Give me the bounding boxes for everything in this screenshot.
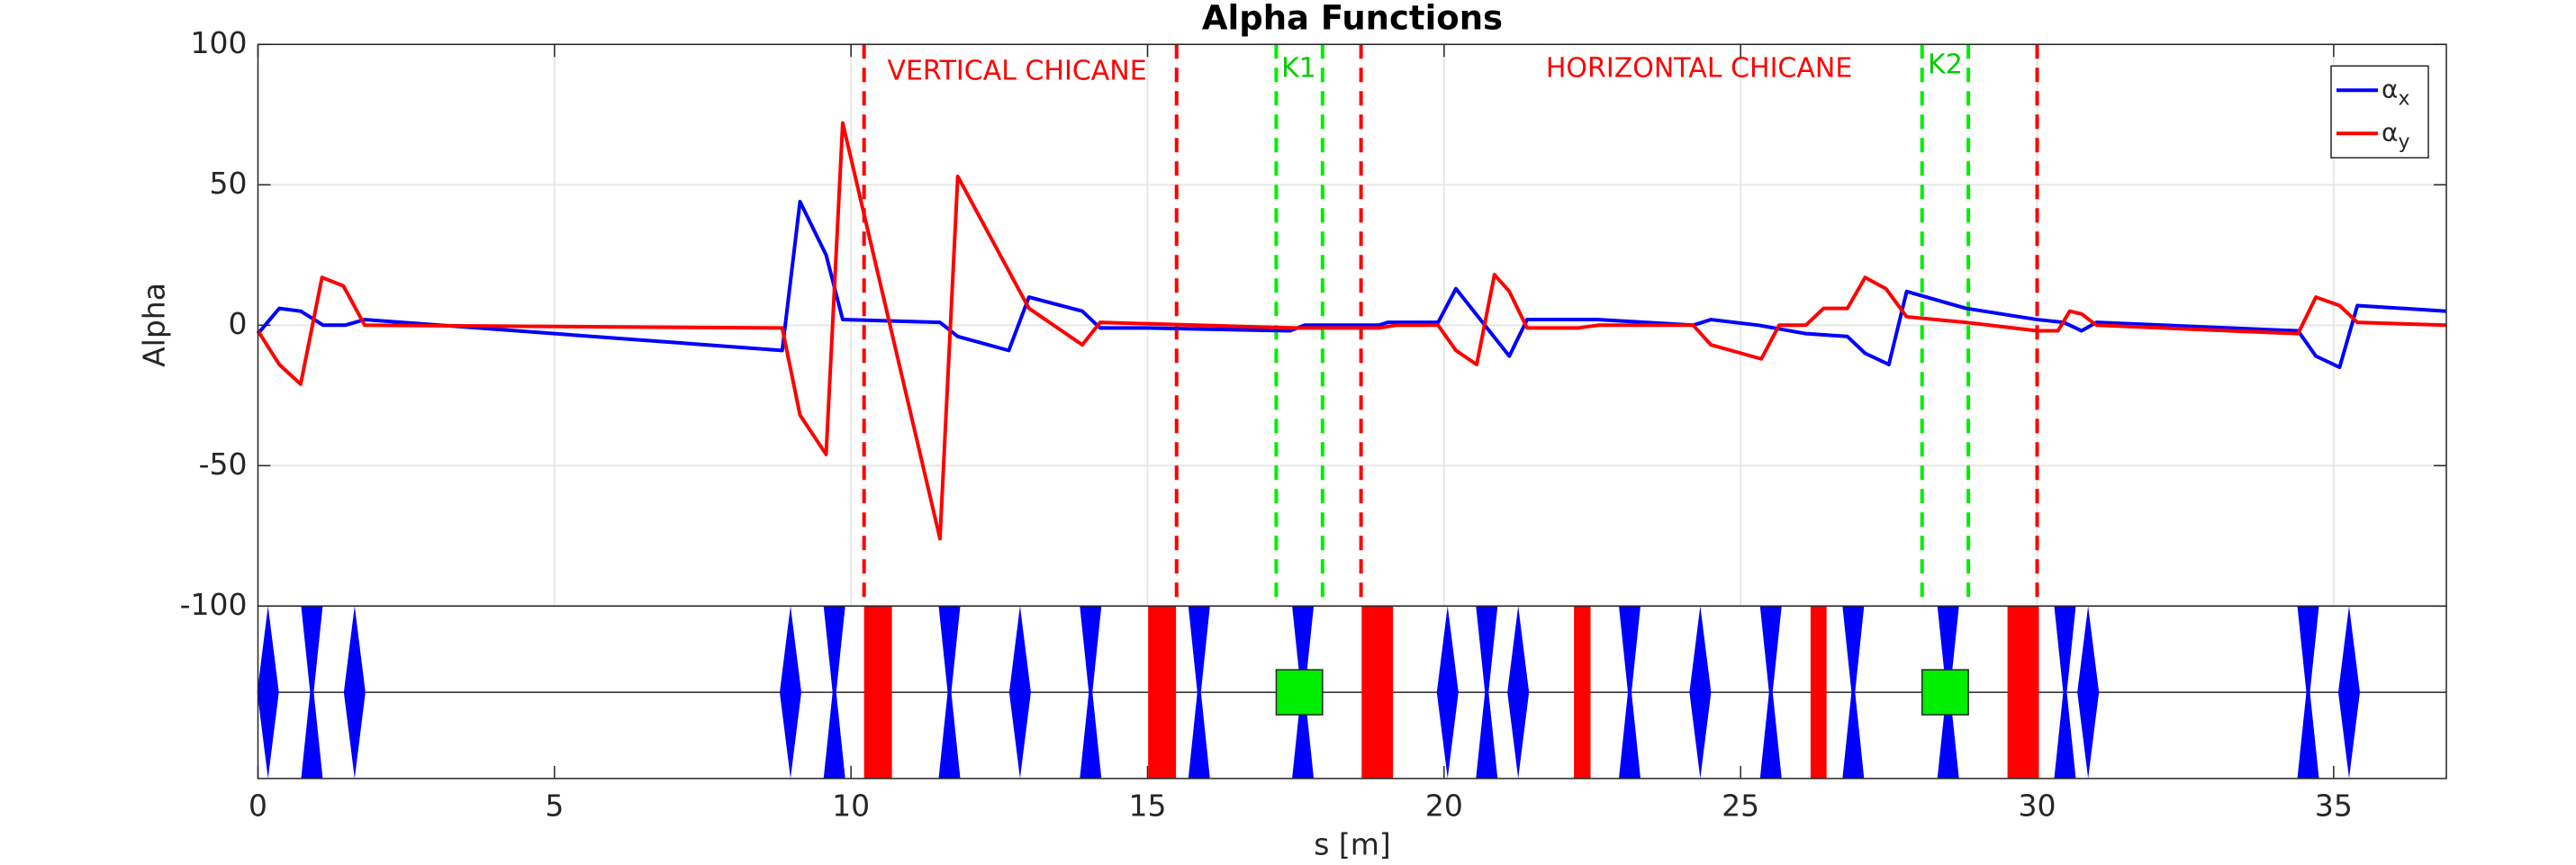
quadrupole: [1008, 606, 1031, 779]
dipole: [1148, 606, 1177, 779]
quadrupole: [301, 606, 323, 779]
quadrupole: [938, 606, 961, 779]
dipole: [1574, 606, 1591, 779]
y-tick-label: 50: [210, 166, 248, 201]
quadrupole: [343, 606, 366, 779]
kicker: [1921, 669, 1969, 716]
quadrupole: [1080, 606, 1102, 779]
quadrupole: [779, 606, 801, 779]
legend-label: αy: [2382, 117, 2410, 153]
dipole: [2007, 606, 2039, 779]
quadrupole: [1188, 606, 1210, 779]
legend-label: αx: [2382, 74, 2410, 110]
x-tick-label: 10: [832, 788, 870, 823]
y-tick-label: -100: [180, 587, 248, 622]
quadrupole: [1476, 606, 1498, 779]
quadrupole: [1842, 606, 1865, 779]
x-tick-label: 5: [545, 788, 564, 823]
y-tick-label: 100: [191, 25, 248, 60]
y-tick-label: 0: [229, 306, 248, 341]
quadrupole: [1759, 606, 1782, 779]
y-axis-label: Alpha: [137, 283, 172, 367]
chart-title: Alpha Functions: [1202, 0, 1503, 38]
annotation: HORIZONTAL CHICANE: [1546, 53, 1852, 85]
dipole: [863, 606, 892, 779]
annotation: VERTICAL CHICANE: [887, 56, 1146, 87]
quadrupole: [1689, 606, 1712, 779]
x-tick-label: 25: [1722, 788, 1759, 823]
x-tick-label: 0: [249, 788, 267, 823]
lattice-frame: [257, 605, 2447, 779]
dipole: [1810, 606, 1827, 779]
kicker: [1275, 669, 1324, 716]
x-tick-label: 15: [1129, 788, 1167, 823]
quadrupole: [2297, 606, 2319, 779]
legend-box: [2330, 65, 2429, 159]
quadrupole: [823, 606, 845, 779]
x-axis-label: s [m]: [1314, 827, 1391, 862]
x-tick-label: 30: [2019, 788, 2056, 823]
y-tick-label: -50: [199, 446, 248, 482]
x-tick-label: 20: [1425, 788, 1463, 823]
dipole: [1361, 606, 1394, 779]
quadrupole: [2054, 606, 2076, 779]
quadrupole: [257, 606, 279, 779]
series-line: [256, 121, 2447, 541]
quadrupole: [1619, 606, 1641, 779]
quadrupole: [2077, 606, 2100, 779]
x-tick-label: 35: [2315, 788, 2353, 823]
series-line: [256, 200, 2447, 370]
quadrupole: [2337, 606, 2360, 779]
quadrupole: [1436, 606, 1459, 779]
annotation: K1: [1281, 53, 1316, 85]
annotation: K2: [1928, 50, 1963, 81]
quadrupole: [1507, 606, 1530, 779]
